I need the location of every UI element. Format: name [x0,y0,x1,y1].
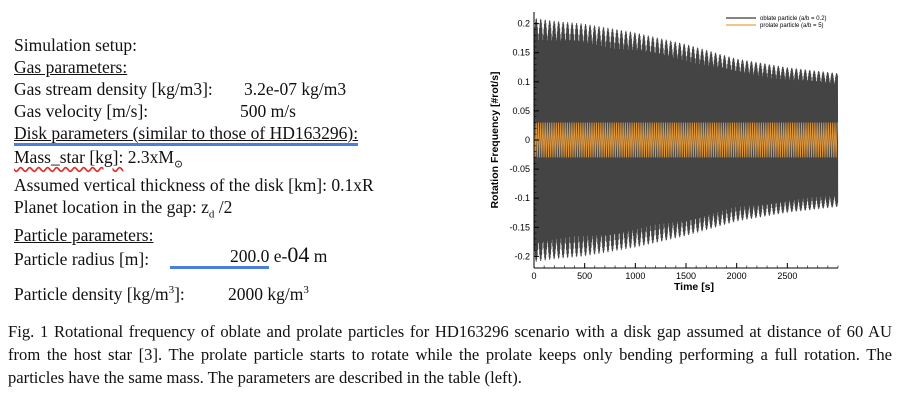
legend: oblate particle (a/b = 0.2)prolate parti… [726,16,827,29]
setup-heading: Simulation setup: [14,35,137,55]
figure-caption: Fig. 1 Rotational frequency of oblate an… [8,322,892,387]
particle-density-label: Particle density [kg/m3]: [14,283,185,304]
particle-parameters-heading: Particle parameters: [14,225,154,245]
gas-density-value: 3.2e-07 kg/m3 [244,79,347,99]
x-tick-label: 1500 [676,271,696,281]
chart-svg: -0.2 -0.15 -0.1 -0.05 0 0.05 0.1 0.15 0.2 0 500 100… [489,12,839,293]
series-line-prolate [533,122,838,158]
gas-velocity-label: Gas velocity [m/s]: [14,101,149,121]
y-tick-label: -0.2 [514,251,530,261]
x-tick-label: 500 [577,271,592,281]
mass-star-row: Mass_star [kg]: 2.3xM⊙ [14,146,183,176]
mass-star-value: 2.3xM [127,147,174,167]
series-layer [533,18,839,262]
particle-density-value: 2000 kg/m3 [228,283,309,304]
x-axis-label: Time [s] [674,281,714,293]
y-tick-label: 0.1 [517,77,530,87]
disk-parameters-heading: Disk parameters (similar to those of HD1… [14,122,359,146]
y-tick-label: -0.1 [514,193,530,203]
planet-location-row: Planet location in the gap: zd /2 [14,197,233,221]
gas-density-label: Gas stream density [kg/m3]: [14,79,213,99]
gas-velocity-value: 500 m/s [240,101,296,121]
x-tick-label: 2000 [727,271,747,281]
y-tick-label: 0.05 [512,106,530,116]
axes-layer: -0.2 -0.15 -0.1 -0.05 0 0.05 0.1 0.15 0.2 0 500 100… [489,12,839,293]
y-tick-label: 0 [525,135,530,145]
x-tick-label: 2500 [777,271,797,281]
x-tick-label: 0 [531,271,536,281]
rotation-frequency-chart: -0.2 -0.15 -0.1 -0.05 0 0.05 0.1 0.15 0.2 0 500 100… [486,6,896,296]
y-tick-label: -0.15 [509,222,530,232]
mass-star-label: Mass_star [kg]: [14,147,124,167]
particle-radius-value: 200.0 e-04 m [170,244,327,269]
x-tick-label: 1000 [625,271,645,281]
sun-symbol: ⊙ [173,158,184,171]
y-tick-label: 0.15 [512,48,530,58]
legend-label: oblate particle (a/b = 0.2) [760,16,827,22]
y-tick-label: -0.05 [509,164,530,174]
legend-label: prolate particle (a/b = 5) [760,23,824,29]
y-axis-label: Rotation Frequency [#rot/s] [489,71,501,208]
gas-parameters-heading: Gas parameters: [14,57,128,77]
disk-thickness-label: Assumed vertical thickness of the disk [… [14,175,374,195]
particle-radius-label: Particle radius [m]: [14,249,150,269]
y-tick-label: 0.2 [517,19,530,29]
